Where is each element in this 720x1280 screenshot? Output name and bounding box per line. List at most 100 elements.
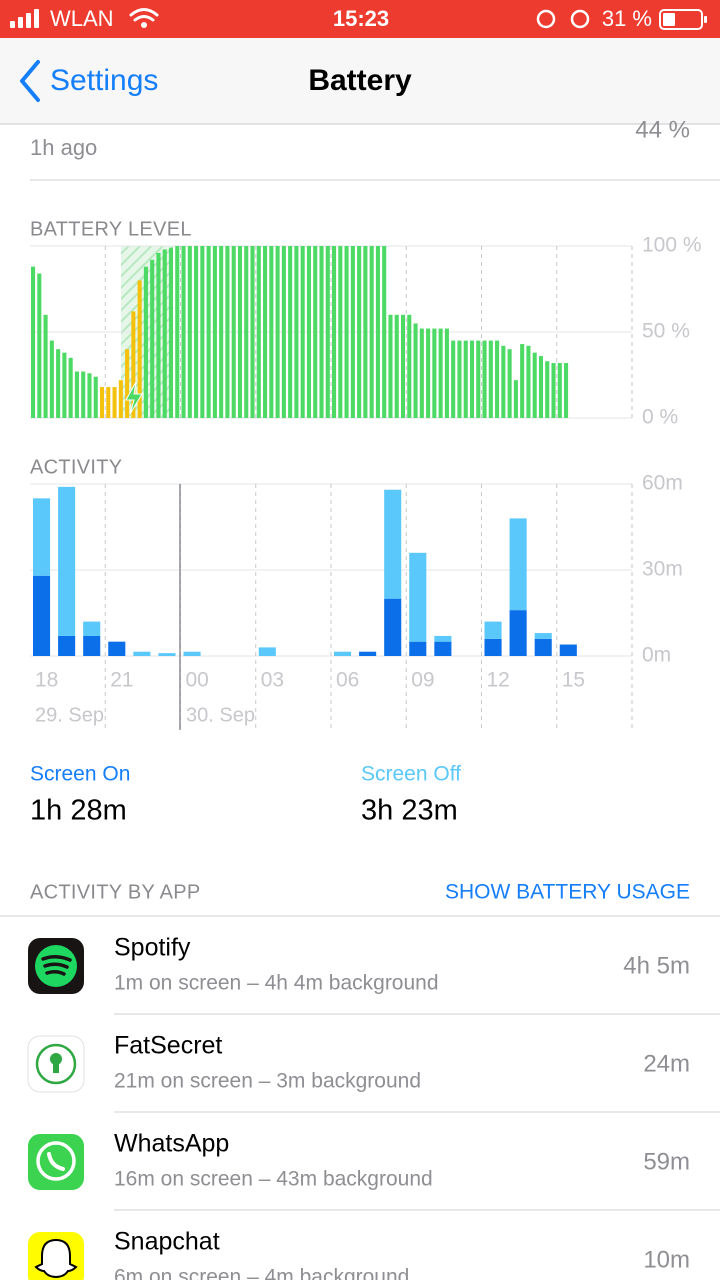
battery-bar	[325, 246, 330, 418]
battery-bar	[388, 314, 393, 418]
show-usage-button[interactable]: SHOW BATTERY USAGE	[445, 881, 690, 904]
battery-bar	[250, 246, 255, 418]
battery-bar	[74, 371, 79, 418]
section-title: ACTIVITY BY APP	[30, 881, 201, 903]
activity-bar	[83, 621, 101, 636]
battery-bar	[281, 246, 286, 418]
battery-bar	[99, 387, 105, 418]
battery-bar	[495, 340, 500, 418]
screen-on-label: Screen On	[30, 763, 130, 786]
app-detail: 1m on screen – 4h 4m background	[114, 972, 439, 995]
whatsapp-phone	[47, 1152, 65, 1171]
battery-bar	[256, 246, 261, 418]
whatsapp-bubble	[36, 1141, 76, 1181]
date-label: 30. Sep	[186, 704, 255, 726]
battery-bar	[263, 246, 268, 418]
battery-bar	[306, 246, 311, 418]
app-total: 24m	[643, 1050, 690, 1077]
battery-bar	[269, 246, 274, 418]
activity-bar	[108, 641, 126, 656]
battery-bar	[438, 328, 443, 418]
battery-bar	[338, 246, 343, 418]
app-name[interactable]: Snapchat	[114, 1228, 220, 1256]
battery-bar	[457, 340, 462, 418]
activity-bar	[133, 651, 151, 656]
rotation-lock-icon	[536, 9, 556, 29]
battery-bar	[501, 345, 506, 418]
battery-percent: 31 %	[602, 6, 652, 31]
battery-tip	[704, 16, 707, 23]
app-name[interactable]: FatSecret	[114, 1032, 222, 1060]
activity-bar	[258, 647, 276, 656]
battery-bar	[225, 246, 230, 418]
x-tick-label: 18	[35, 669, 58, 692]
app-list: Spotify 1m on screen – 4h 4m background 4h…	[114, 934, 720, 1280]
battery-bar	[476, 340, 481, 418]
battery-bar	[187, 246, 192, 418]
y-tick-label: 30m	[642, 558, 683, 581]
activity-bar	[509, 610, 527, 656]
battery-bar	[194, 246, 199, 418]
x-tick-label: 06	[336, 669, 359, 692]
battery-bar	[219, 246, 224, 418]
app-name[interactable]: Spotify	[114, 934, 191, 962]
activity-bar	[83, 635, 101, 656]
activity-bar	[158, 653, 176, 656]
battery-bar	[200, 246, 205, 418]
battery-bar	[482, 340, 487, 418]
battery-bar	[137, 280, 142, 418]
battery-bar	[350, 246, 355, 418]
battery-bar	[313, 246, 318, 418]
battery-bar	[275, 246, 280, 418]
activity-bar	[409, 641, 427, 656]
back-button[interactable]: Settings	[50, 64, 158, 97]
battery-bar	[526, 345, 531, 418]
battery-bar	[520, 344, 525, 418]
battery-bar	[288, 246, 293, 418]
battery-bar	[400, 314, 406, 418]
battery-bar	[394, 314, 399, 418]
battery-bar	[87, 373, 92, 418]
battery-bar	[451, 340, 456, 418]
battery-bar	[125, 349, 130, 418]
app-name[interactable]: WhatsApp	[114, 1130, 229, 1158]
battery-bar	[532, 352, 537, 418]
x-tick-label: 15	[562, 669, 585, 692]
battery-bar	[131, 311, 136, 418]
battery-bar	[363, 246, 368, 418]
battery-bar	[81, 371, 86, 418]
y-tick-label: 0 %	[642, 406, 678, 429]
back-chevron[interactable]	[20, 60, 40, 102]
date-label: 29. Sep	[35, 704, 104, 726]
x-tick-label: 03	[261, 669, 284, 692]
battery-bar	[112, 387, 117, 418]
screen-off-value: 3h 23m	[361, 795, 458, 827]
activity-bar	[534, 638, 552, 656]
x-tick-label: 00	[186, 669, 209, 692]
battery-bar	[300, 246, 305, 418]
clock: 15:23	[333, 6, 389, 31]
app-total: 4h 5m	[623, 952, 690, 979]
y-tick-label: 0m	[642, 644, 671, 667]
battery-bar	[369, 246, 374, 418]
battery-bar	[175, 246, 180, 418]
battery-bar	[545, 361, 550, 418]
battery-bar	[319, 246, 324, 418]
battery-bar	[156, 252, 161, 418]
battery-bar	[237, 246, 243, 418]
battery-bar	[206, 246, 211, 418]
battery-bar	[357, 246, 362, 418]
battery-bar	[564, 362, 569, 418]
activity-bar	[359, 651, 377, 656]
x-tick-label: 12	[487, 669, 510, 692]
app-detail: 6m on screen – 4m background	[114, 1266, 409, 1280]
activity-bar	[33, 498, 51, 576]
battery-bar	[150, 259, 155, 418]
battery-bar	[68, 357, 73, 418]
battery-bar	[43, 314, 48, 418]
wifi-icon	[129, 8, 159, 22]
activity-bar	[509, 518, 527, 611]
signal-icon	[10, 9, 39, 28]
battery-bar	[432, 328, 437, 418]
